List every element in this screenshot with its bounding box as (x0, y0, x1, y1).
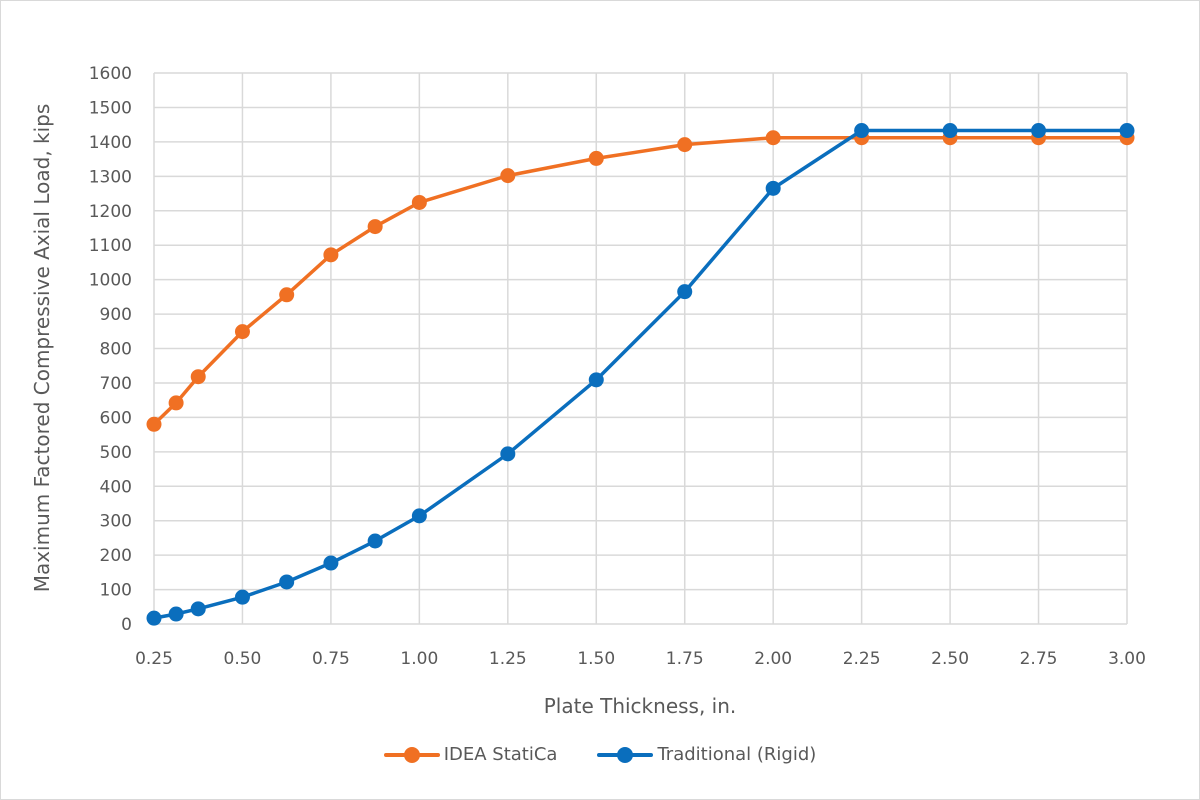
data-point-marker[interactable] (765, 130, 781, 146)
data-point-marker[interactable] (234, 324, 250, 340)
y-tick-label: 300 (100, 512, 132, 532)
y-tick-label: 900 (100, 305, 132, 325)
data-point-marker[interactable] (190, 369, 206, 385)
data-point-marker[interactable] (1119, 123, 1135, 139)
legend-marker-orange-icon (383, 745, 440, 765)
legend-label: IDEA StatiCa (443, 744, 558, 765)
x-tick-label: 0.50 (224, 649, 262, 669)
x-tick-label: 2.00 (754, 649, 792, 669)
y-tick-label: 1400 (89, 133, 132, 153)
y-tick-label: 1100 (89, 236, 132, 256)
data-point-marker[interactable] (942, 123, 958, 139)
y-tick-label: 1600 (89, 64, 132, 84)
data-point-marker[interactable] (234, 589, 250, 605)
data-point-marker[interactable] (279, 287, 295, 303)
series-traditional-rigid (146, 123, 1135, 626)
y-tick-label: 700 (100, 374, 132, 394)
data-point-marker[interactable] (146, 416, 162, 432)
y-tick-label: 1300 (89, 167, 132, 187)
y-axis-title: Maximum Factored Compressive Axial Load,… (30, 104, 54, 593)
data-point-marker[interactable] (168, 395, 184, 411)
legend-item-traditional-rigid[interactable]: Traditional (Rigid) (597, 744, 816, 765)
data-point-marker[interactable] (367, 533, 383, 549)
data-point-marker[interactable] (146, 610, 162, 626)
y-tick-label: 1000 (89, 271, 132, 291)
data-point-marker[interactable] (190, 601, 206, 617)
y-tick-label: 500 (100, 443, 132, 463)
x-tick-label: 0.75 (312, 649, 350, 669)
legend-item-idea-statica[interactable]: IDEA StatiCa (383, 744, 558, 765)
x-axis-ticks: 0.25 0.50 0.75 1.00 1.25 1.50 1.75 2.00 2.25 2.50… (135, 649, 1146, 669)
data-point-marker[interactable] (765, 180, 781, 196)
data-point-marker[interactable] (411, 508, 427, 524)
legend-marker-blue-icon (597, 745, 654, 765)
series-idea-statica (146, 130, 1135, 432)
legend: IDEA StatiCa Traditional (Rigid) (0, 744, 1200, 765)
y-tick-label: 400 (100, 477, 132, 497)
data-point-marker[interactable] (411, 194, 427, 210)
x-tick-label: 1.75 (666, 649, 704, 669)
x-tick-label: 1.50 (577, 649, 615, 669)
data-point-marker[interactable] (500, 168, 516, 184)
data-point-marker[interactable] (279, 574, 295, 590)
y-tick-label: 100 (100, 581, 132, 601)
data-point-marker[interactable] (854, 123, 870, 139)
data-point-marker[interactable] (323, 555, 339, 571)
data-series (146, 123, 1135, 626)
x-tick-label: 3.00 (1108, 649, 1146, 669)
data-point-marker[interactable] (1031, 123, 1047, 139)
x-tick-label: 0.25 (135, 649, 173, 669)
y-axis-ticks: 0 100 200 300 400 500 600 700 800 900 1000 1100 1200… (89, 64, 132, 635)
x-axis-title: Plate Thickness, in. (544, 694, 737, 718)
legend-label: Traditional (Rigid) (657, 744, 817, 765)
data-point-marker[interactable] (500, 446, 516, 462)
data-point-marker[interactable] (677, 284, 693, 300)
data-point-marker[interactable] (588, 150, 604, 166)
data-point-marker[interactable] (367, 219, 383, 235)
x-tick-label: 2.50 (931, 649, 969, 669)
y-tick-label: 200 (100, 546, 132, 566)
y-tick-label: 800 (100, 340, 132, 360)
data-point-marker[interactable] (677, 137, 693, 153)
data-point-marker[interactable] (588, 372, 604, 388)
gridlines (153, 72, 1128, 625)
y-tick-label: 0 (121, 615, 132, 635)
data-point-marker[interactable] (323, 247, 339, 263)
x-tick-label: 2.25 (843, 649, 881, 669)
data-point-marker[interactable] (168, 606, 184, 622)
y-tick-label: 1200 (89, 202, 132, 222)
x-tick-label: 1.00 (400, 649, 438, 669)
x-tick-label: 2.75 (1020, 649, 1058, 669)
x-tick-label: 1.25 (489, 649, 527, 669)
y-tick-label: 1500 (89, 98, 132, 118)
y-tick-label: 600 (100, 408, 132, 428)
